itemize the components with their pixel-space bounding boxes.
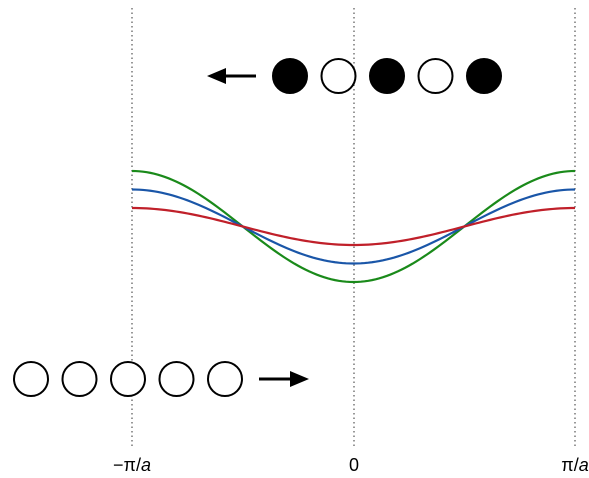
atom-hollow bbox=[320, 58, 357, 94]
atom-hollow bbox=[13, 361, 49, 397]
dispersion-curve-1 bbox=[131, 169, 576, 284]
atom-filled bbox=[369, 58, 405, 94]
dispersion-curves bbox=[131, 169, 576, 284]
atom-hollow bbox=[110, 361, 146, 397]
bottom-atoms bbox=[13, 361, 243, 397]
atom-hollow bbox=[207, 361, 243, 397]
dispersion-curve-3 bbox=[131, 206, 576, 247]
atom-hollow bbox=[61, 361, 98, 397]
bottom-atom-chain bbox=[13, 361, 309, 397]
dispersion-curve-2 bbox=[131, 188, 576, 265]
atom-hollow bbox=[158, 361, 195, 397]
top-atom-chain bbox=[207, 58, 502, 94]
top-atoms bbox=[272, 58, 502, 94]
atom-hollow bbox=[417, 58, 454, 94]
atom-filled bbox=[466, 58, 502, 94]
tick-label-right: π/a bbox=[561, 455, 588, 475]
arrow-right-icon bbox=[259, 371, 309, 387]
atom-filled bbox=[272, 58, 308, 94]
tick-label-left: −π/a bbox=[113, 455, 151, 475]
axis-labels: −π/a 0 π/a bbox=[113, 455, 589, 475]
tick-label-center: 0 bbox=[349, 455, 359, 475]
arrow-left-icon bbox=[207, 68, 256, 84]
